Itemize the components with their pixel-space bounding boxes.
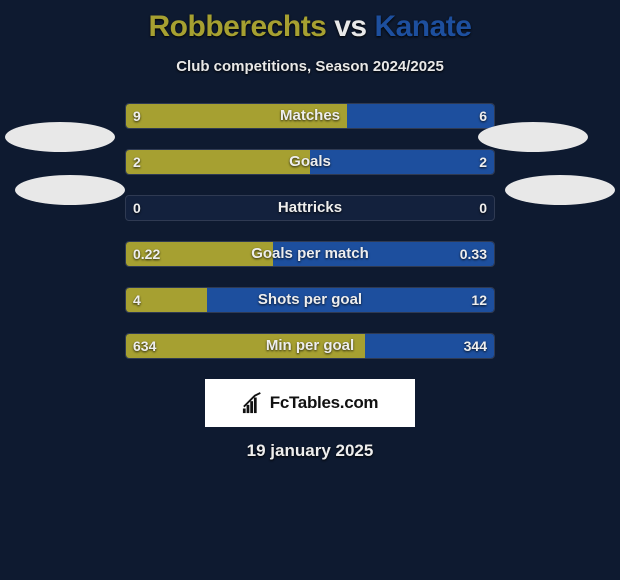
stat-value-right: 6 bbox=[471, 103, 495, 129]
stat-label: Hattricks bbox=[125, 195, 495, 221]
stat-value-left: 0.22 bbox=[125, 241, 168, 267]
stat-row: Goals2 2 bbox=[125, 149, 495, 175]
title-player2: Kanate bbox=[374, 10, 471, 43]
stat-value-left: 4 bbox=[125, 287, 149, 313]
source-badge: FcTables.com bbox=[205, 379, 415, 427]
decorative-ellipse bbox=[505, 175, 615, 205]
title-player1: Robberechts bbox=[149, 10, 327, 43]
stat-row: Hattricks0 0 bbox=[125, 195, 495, 221]
stat-value-right: 344 bbox=[456, 333, 495, 359]
stat-value-left: 0 bbox=[125, 195, 149, 221]
date-text: 19 january 2025 bbox=[0, 441, 620, 461]
stat-label: Min per goal bbox=[125, 333, 495, 359]
stat-label: Matches bbox=[125, 103, 495, 129]
infographic-root: Robberechts vs Kanate Club competitions,… bbox=[0, 0, 620, 580]
stat-value-right: 12 bbox=[463, 287, 495, 313]
stat-row: Shots per goal4 12 bbox=[125, 287, 495, 313]
decorative-ellipse bbox=[15, 175, 125, 205]
stat-value-left: 634 bbox=[125, 333, 164, 359]
decorative-ellipse bbox=[5, 122, 115, 152]
stat-value-left: 2 bbox=[125, 149, 149, 175]
stat-value-right: 0 bbox=[471, 195, 495, 221]
stat-value-right: 0.33 bbox=[452, 241, 495, 267]
stat-row: Goals per match0.22 0.33 bbox=[125, 241, 495, 267]
title: Robberechts vs Kanate bbox=[0, 0, 620, 44]
fctables-logo-icon bbox=[242, 392, 264, 414]
stat-value-right: 2 bbox=[471, 149, 495, 175]
stat-row: Matches9 6 bbox=[125, 103, 495, 129]
subtitle: Club competitions, Season 2024/2025 bbox=[0, 58, 620, 75]
title-vs: vs bbox=[334, 10, 366, 43]
stat-label: Goals per match bbox=[125, 241, 495, 267]
stat-label: Goals bbox=[125, 149, 495, 175]
stat-label: Shots per goal bbox=[125, 287, 495, 313]
stat-value-left: 9 bbox=[125, 103, 149, 129]
source-badge-text: FcTables.com bbox=[270, 393, 379, 413]
stat-row: Min per goal634 344 bbox=[125, 333, 495, 359]
